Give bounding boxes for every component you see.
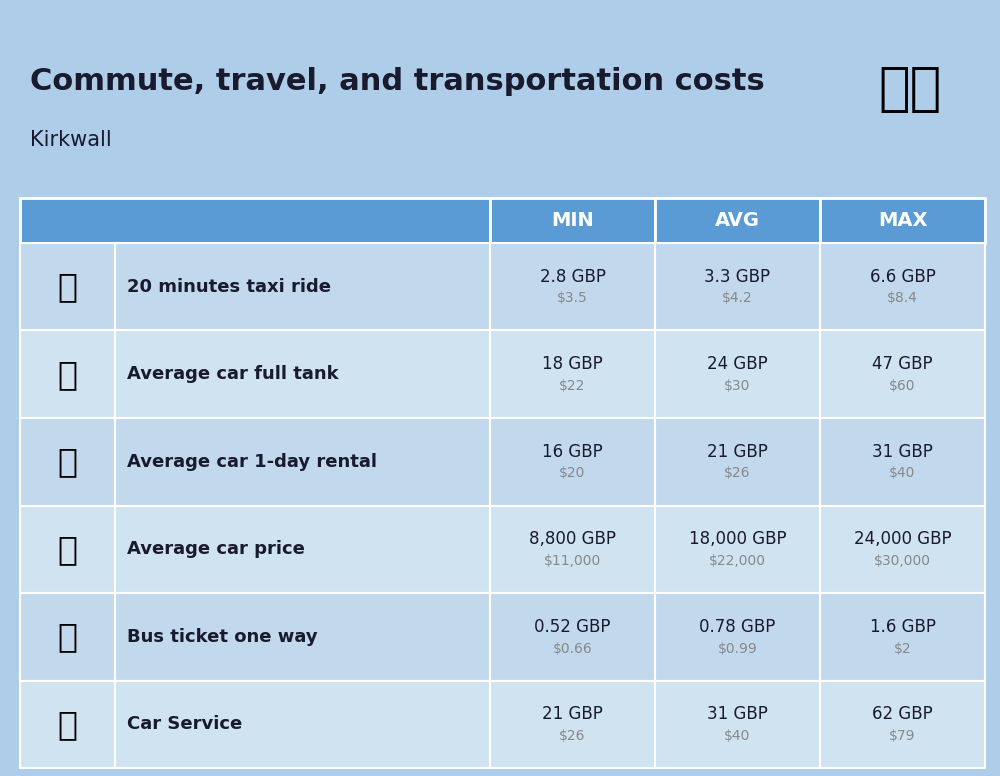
- Text: 20 minutes taxi ride: 20 minutes taxi ride: [127, 278, 331, 296]
- Text: 3.3 GBP: 3.3 GBP: [704, 268, 771, 286]
- Text: $0.66: $0.66: [553, 642, 592, 656]
- Text: 6.6 GBP: 6.6 GBP: [870, 268, 935, 286]
- Text: 47 GBP: 47 GBP: [872, 355, 933, 373]
- Text: $26: $26: [559, 729, 586, 743]
- Bar: [820, 506, 985, 593]
- Text: Bus ticket one way: Bus ticket one way: [127, 628, 318, 646]
- Text: $40: $40: [724, 729, 751, 743]
- Text: $3.5: $3.5: [557, 291, 588, 305]
- Text: $2: $2: [894, 642, 911, 656]
- Bar: [115, 243, 490, 331]
- Bar: [115, 506, 490, 593]
- Bar: [820, 198, 985, 243]
- Bar: [655, 593, 820, 681]
- Bar: [490, 331, 655, 418]
- Bar: [820, 593, 985, 681]
- Text: 31 GBP: 31 GBP: [707, 705, 768, 723]
- Bar: [820, 243, 985, 331]
- Text: Commute, travel, and transportation costs: Commute, travel, and transportation cost…: [30, 67, 765, 96]
- Bar: [490, 198, 655, 243]
- Text: 🚙: 🚙: [58, 445, 78, 478]
- Bar: [115, 593, 490, 681]
- Text: 🚌: 🚌: [58, 620, 78, 653]
- Text: 2.8 GBP: 2.8 GBP: [540, 268, 606, 286]
- Text: MAX: MAX: [878, 211, 927, 230]
- Text: 62 GBP: 62 GBP: [872, 705, 933, 723]
- Text: Kirkwall: Kirkwall: [30, 130, 112, 150]
- Text: 21 GBP: 21 GBP: [707, 442, 768, 461]
- Text: $30: $30: [724, 379, 751, 393]
- Bar: [490, 243, 655, 331]
- Bar: [820, 331, 985, 418]
- Bar: [20, 418, 115, 506]
- Text: Average car price: Average car price: [127, 540, 305, 559]
- Bar: [20, 198, 490, 243]
- Bar: [20, 681, 115, 768]
- Bar: [490, 418, 655, 506]
- Bar: [20, 331, 115, 418]
- Text: Car Service: Car Service: [127, 715, 242, 733]
- Text: $40: $40: [889, 466, 916, 480]
- Bar: [20, 506, 115, 593]
- Text: $0.99: $0.99: [718, 642, 757, 656]
- Text: $60: $60: [889, 379, 916, 393]
- Text: 8,800 GBP: 8,800 GBP: [529, 530, 616, 549]
- Text: Average car 1-day rental: Average car 1-day rental: [127, 452, 377, 471]
- Bar: [20, 243, 115, 331]
- Text: 18 GBP: 18 GBP: [542, 355, 603, 373]
- Text: 21 GBP: 21 GBP: [542, 705, 603, 723]
- Text: $22,000: $22,000: [709, 554, 766, 568]
- Bar: [115, 681, 490, 768]
- Bar: [655, 506, 820, 593]
- Text: 🔧: 🔧: [58, 708, 78, 741]
- Bar: [490, 681, 655, 768]
- Text: 24 GBP: 24 GBP: [707, 355, 768, 373]
- Bar: [655, 243, 820, 331]
- Text: $11,000: $11,000: [544, 554, 601, 568]
- Bar: [490, 506, 655, 593]
- Text: 31 GBP: 31 GBP: [872, 442, 933, 461]
- Text: $22: $22: [559, 379, 586, 393]
- Text: Average car full tank: Average car full tank: [127, 365, 339, 383]
- Text: $30,000: $30,000: [874, 554, 931, 568]
- Text: 0.52 GBP: 0.52 GBP: [534, 618, 611, 636]
- Text: MIN: MIN: [551, 211, 594, 230]
- Text: $79: $79: [889, 729, 916, 743]
- Text: 24,000 GBP: 24,000 GBP: [854, 530, 951, 549]
- Bar: [655, 331, 820, 418]
- Text: $20: $20: [559, 466, 586, 480]
- Text: 1.6 GBP: 1.6 GBP: [870, 618, 936, 636]
- Bar: [20, 593, 115, 681]
- Bar: [820, 681, 985, 768]
- Text: 🚕: 🚕: [58, 270, 78, 303]
- Text: $8.4: $8.4: [887, 291, 918, 305]
- Bar: [490, 593, 655, 681]
- Bar: [820, 418, 985, 506]
- Bar: [655, 681, 820, 768]
- Text: $4.2: $4.2: [722, 291, 753, 305]
- Text: ⛽: ⛽: [58, 358, 78, 391]
- Text: 🚗: 🚗: [58, 533, 78, 566]
- Bar: [655, 198, 820, 243]
- Bar: [115, 418, 490, 506]
- Bar: [655, 418, 820, 506]
- Text: $26: $26: [724, 466, 751, 480]
- Text: 18,000 GBP: 18,000 GBP: [689, 530, 786, 549]
- Text: 🇬🇧: 🇬🇧: [878, 63, 942, 116]
- Bar: [115, 331, 490, 418]
- Text: 0.78 GBP: 0.78 GBP: [699, 618, 776, 636]
- Text: AVG: AVG: [715, 211, 760, 230]
- Text: 16 GBP: 16 GBP: [542, 442, 603, 461]
